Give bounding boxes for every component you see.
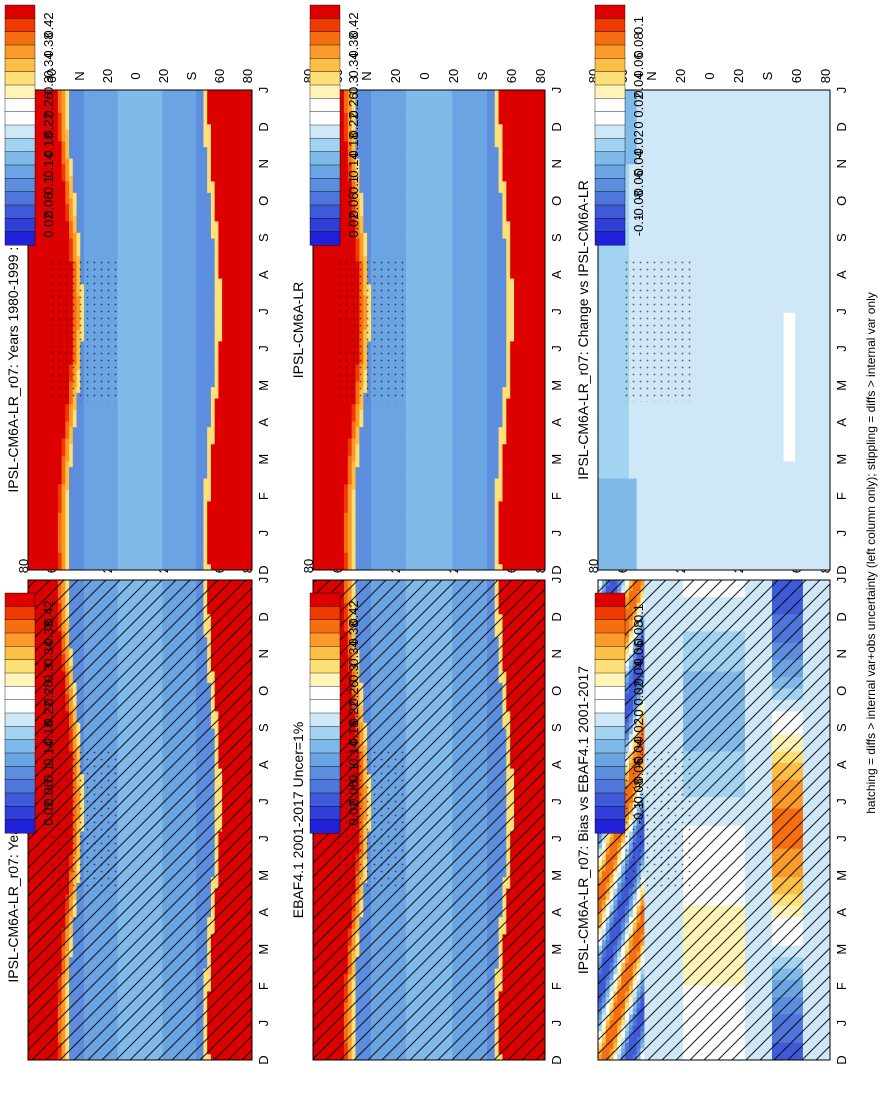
panel-model-left: IPSL-CM6A-LR_r07: Years 1980-1999 : albs… [4, 559, 271, 1065]
figure-content: IPSL-CM6A-LR_r07: Years 1980-1999 : albs… [4, 4, 849, 1065]
